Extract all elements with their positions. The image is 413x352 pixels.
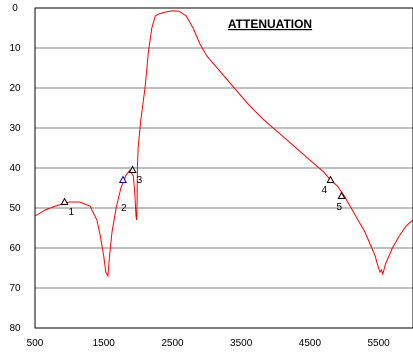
attenuation-series-line	[34, 10, 413, 278]
x-tick-label: 5500	[368, 338, 391, 349]
marker-group: 1 2 3 45	[60, 165, 346, 218]
x-tick-label: 1500	[93, 338, 116, 349]
x-tick-label: 2500	[161, 338, 184, 349]
marker-2-triangle	[118, 175, 128, 183]
marker-5-triangle	[337, 191, 346, 199]
chart-title: ATTENUATION	[228, 17, 312, 31]
y-axis-ticks: 0 10 20 30 40 50 60 70 80	[9, 3, 21, 334]
x-tick-label: 500	[27, 338, 44, 349]
marker-3-label: 3	[137, 175, 143, 186]
marker-1-triangle	[60, 197, 69, 205]
x-tick-label: 4500	[299, 338, 322, 349]
y-tick-label: 10	[9, 43, 21, 54]
x-axis-ticks: 500 1500 2500 3500 4500 5500	[27, 338, 391, 349]
marker-2-label: 2	[121, 203, 127, 214]
marker-4-triangle	[326, 175, 335, 183]
x-tick-label: 3500	[230, 338, 253, 349]
y-tick-label: 0	[12, 3, 18, 14]
grid-lines	[35, 47, 413, 289]
y-tick-label: 50	[9, 203, 21, 214]
y-tick-label: 80	[9, 323, 21, 334]
marker-1-label: 1	[69, 207, 75, 218]
marker-3-triangle	[128, 165, 137, 173]
y-tick-label: 40	[9, 163, 21, 174]
plot-frame	[34, 7, 413, 329]
y-tick-label: 20	[9, 83, 21, 94]
y-tick-label: 30	[9, 123, 21, 134]
y-tick-label: 60	[9, 243, 21, 254]
marker-5-label: 5	[337, 202, 343, 213]
y-tick-label: 70	[9, 283, 21, 294]
marker-4-label: 4	[322, 185, 328, 196]
